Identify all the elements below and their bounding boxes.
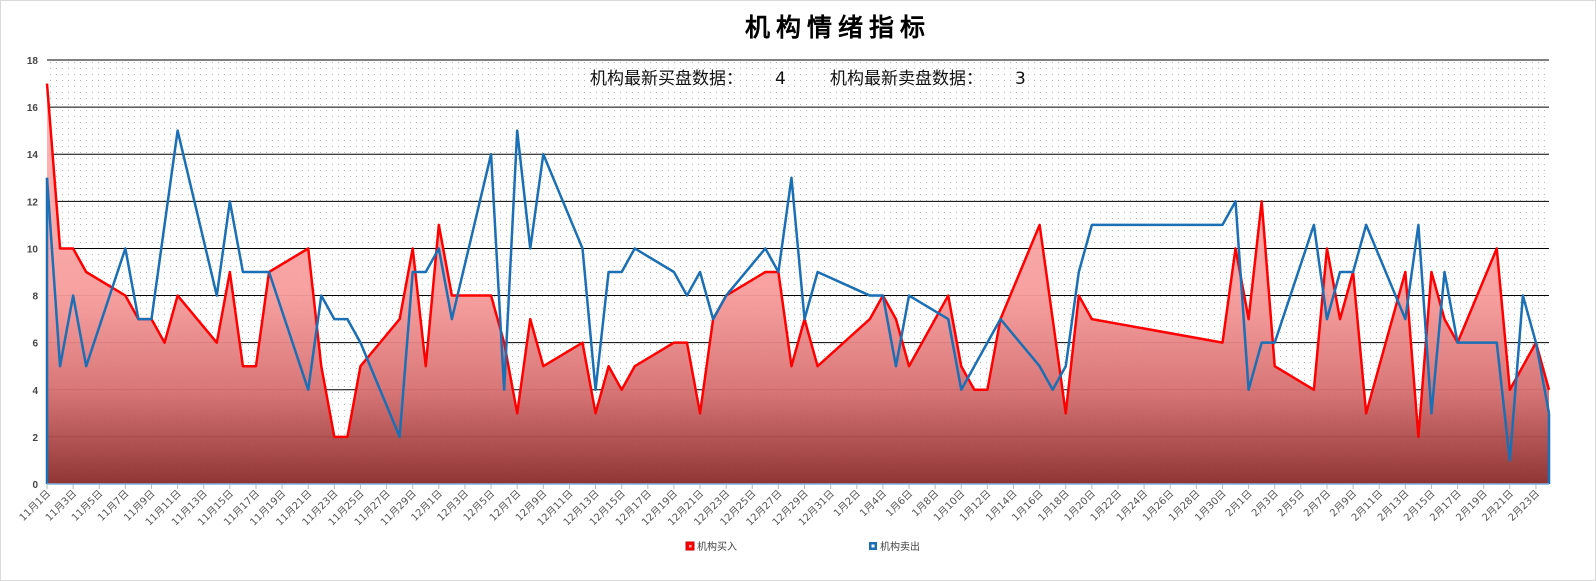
x-tick-label: 1月2日	[831, 488, 863, 520]
y-tick-label: 6	[32, 339, 38, 350]
latest-buy-value: 4	[775, 69, 786, 89]
chart-title: 机构情绪指标	[745, 13, 931, 42]
y-tick-label: 0	[32, 480, 38, 491]
y-tick-label: 2	[32, 433, 38, 444]
latest-buy-label: 机构最新买盘数据：	[590, 69, 743, 89]
series-buy-line	[45, 83, 1551, 439]
y-tick-label: 10	[27, 244, 39, 255]
x-tick-label: 1月6日	[884, 488, 916, 520]
y-tick-label: 18	[27, 56, 39, 67]
y-axis: 0 2 4 6 8 10 12 14 16 18	[27, 56, 39, 491]
x-tick-label: 2月5日	[1275, 488, 1307, 520]
legend-label-sell: 机构卖出	[880, 540, 920, 553]
legend-item-sell[interactable]: 机构卖出	[869, 540, 920, 553]
x-tick-label: 2月1日	[1223, 488, 1255, 520]
x-tick-label: 2月3日	[1249, 488, 1281, 520]
y-tick-label: 14	[27, 150, 39, 161]
x-axis: 11月1日11月3日11月5日11月7日11月9日11月11日11月13日11月…	[17, 484, 1542, 528]
y-tick-label: 4	[32, 386, 38, 397]
series-sell-line	[45, 129, 1551, 462]
x-tick-label: 1月4日	[857, 488, 889, 520]
legend-item-buy[interactable]: 机构买入	[685, 540, 737, 553]
legend-label-buy: 机构买入	[697, 540, 737, 553]
x-tick-label: 2月7日	[1301, 488, 1333, 520]
y-tick-label: 12	[27, 197, 39, 208]
latest-sell-value: 3	[1015, 69, 1026, 89]
latest-sell-label: 机构最新卖盘数据：	[830, 69, 983, 89]
series-sell-points	[46, 130, 1550, 461]
y-tick-label: 8	[32, 292, 38, 303]
series-buy-area	[47, 83, 1549, 484]
y-tick-label: 16	[27, 103, 39, 114]
